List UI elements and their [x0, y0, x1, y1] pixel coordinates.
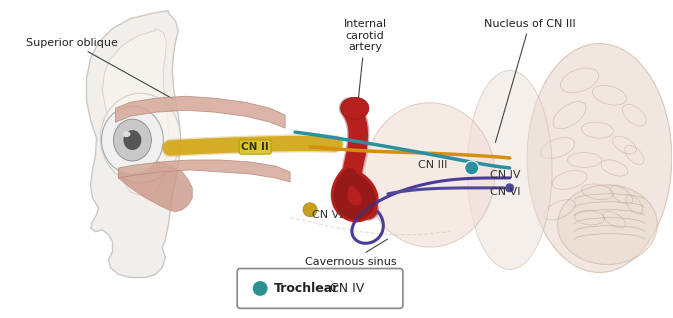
- Polygon shape: [116, 96, 285, 128]
- Polygon shape: [102, 29, 168, 195]
- Polygon shape: [87, 10, 180, 278]
- Circle shape: [465, 161, 479, 175]
- Ellipse shape: [100, 93, 180, 183]
- Ellipse shape: [467, 70, 552, 270]
- Ellipse shape: [123, 130, 141, 150]
- Circle shape: [252, 280, 268, 296]
- Text: CN VI: CN VI: [490, 187, 520, 197]
- Text: CN V₂: CN V₂: [312, 210, 344, 220]
- Text: CN II: CN II: [242, 142, 269, 152]
- Ellipse shape: [341, 97, 369, 119]
- Text: CN III: CN III: [419, 160, 448, 170]
- Text: Internal
carotid
artery: Internal carotid artery: [343, 19, 386, 129]
- Polygon shape: [118, 160, 192, 212]
- Circle shape: [505, 183, 515, 193]
- Text: CN IV: CN IV: [326, 282, 364, 295]
- Ellipse shape: [365, 103, 495, 247]
- Ellipse shape: [557, 185, 658, 265]
- Text: Nucleus of CN III: Nucleus of CN III: [484, 18, 575, 142]
- Ellipse shape: [303, 203, 317, 217]
- Ellipse shape: [114, 119, 151, 161]
- Ellipse shape: [527, 44, 672, 273]
- Text: CN IV: CN IV: [490, 170, 520, 180]
- Polygon shape: [118, 160, 290, 182]
- Text: Cavernous sinus: Cavernous sinus: [305, 239, 396, 266]
- Text: Superior oblique: Superior oblique: [26, 38, 173, 99]
- FancyBboxPatch shape: [237, 268, 403, 308]
- Ellipse shape: [102, 106, 164, 174]
- Ellipse shape: [122, 131, 131, 137]
- Text: Trochlear: Trochlear: [274, 282, 339, 295]
